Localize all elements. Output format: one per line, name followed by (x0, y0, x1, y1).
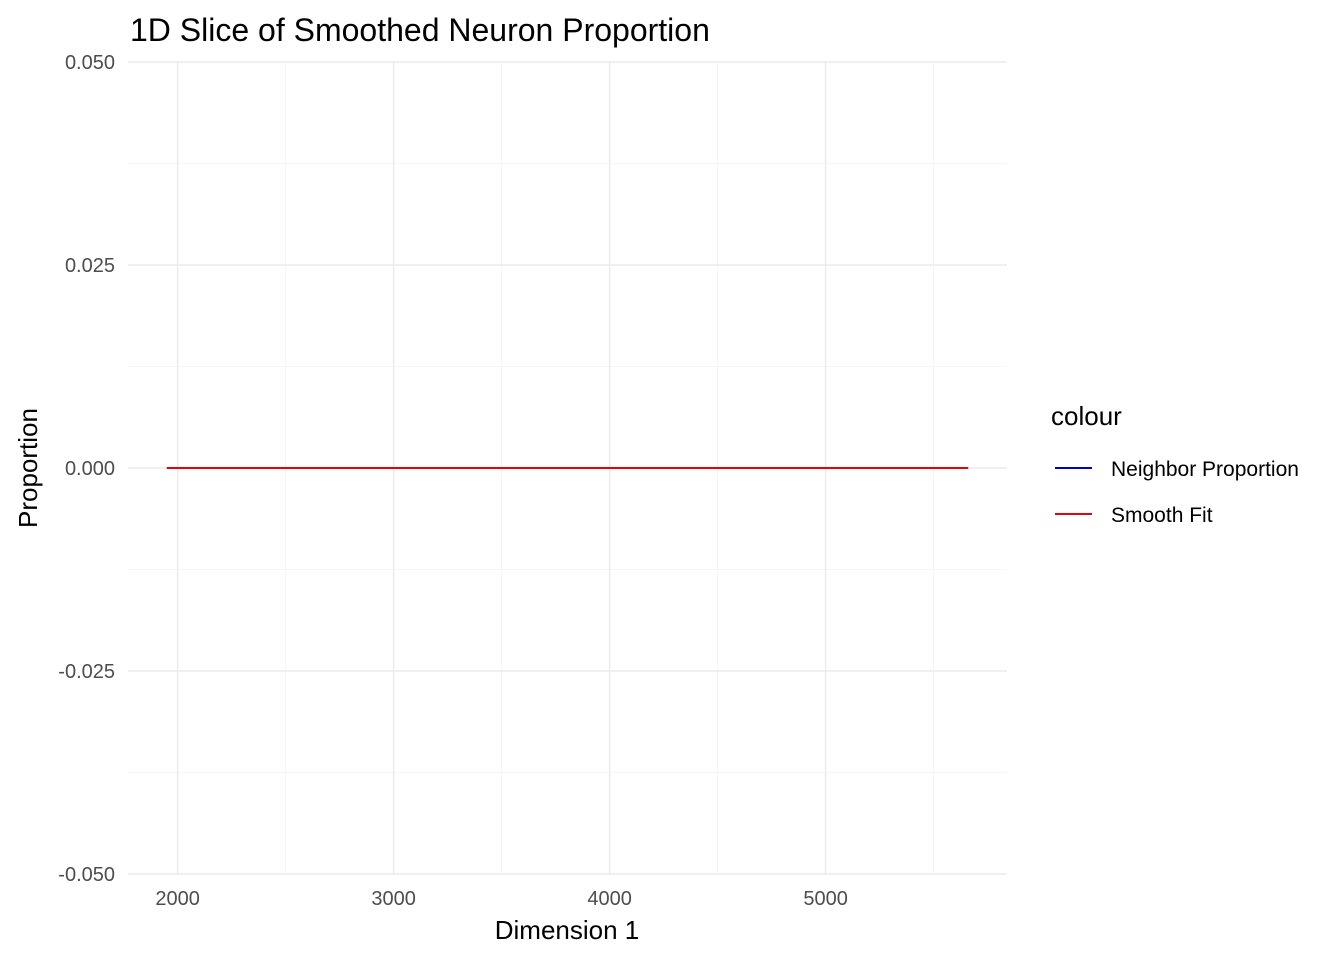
x-tick-label: 4000 (587, 888, 632, 910)
y-tick-label: -0.025 (58, 661, 115, 683)
grid-layer (128, 61, 1007, 875)
y-tick-label: -0.050 (58, 864, 115, 886)
x-tick-label: 5000 (803, 888, 848, 910)
x-axis-title: Dimension 1 (495, 915, 640, 945)
legend-label-0: Neighbor Proportion (1111, 458, 1299, 481)
legend-label-1: Smooth Fit (1111, 504, 1213, 527)
legend-title: colour (1051, 401, 1122, 431)
tick-label-layer: 2000 3000 4000 5000 -0.050 -0.025 0.000 0.025 0.… (58, 52, 848, 910)
y-tick-label: 0.000 (65, 458, 115, 480)
legend: colour Neighbor Proportion Smooth Fit (1051, 401, 1299, 527)
legend-items: Neighbor Proportion Smooth Fit (1055, 458, 1299, 527)
x-tick-label: 2000 (155, 888, 200, 910)
chart-title: 1D Slice of Smoothed Neuron Proportion (130, 12, 710, 48)
y-tick-label: 0.025 (65, 255, 115, 277)
y-tick-label: 0.050 (65, 52, 115, 74)
x-tick-label: 3000 (371, 888, 416, 910)
y-axis-title: Proportion (13, 408, 43, 528)
